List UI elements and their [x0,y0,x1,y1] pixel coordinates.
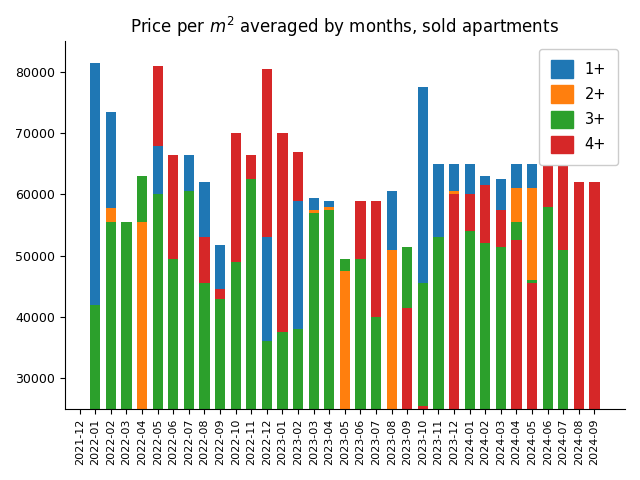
Bar [324,207,334,409]
Title: Price per $m^2$ averaged by months, sold apartments: Price per $m^2$ averaged by months, sold… [131,15,559,39]
Bar [558,164,568,409]
Bar [387,250,397,409]
Bar [308,198,319,409]
Bar [433,237,444,409]
Bar [449,194,459,409]
Bar [387,192,397,409]
Bar [200,182,209,409]
Bar [215,299,225,409]
Bar [480,176,490,409]
Bar [371,201,381,409]
Bar [106,112,116,409]
Bar [277,133,287,409]
Bar [449,192,459,409]
Bar [449,164,459,409]
Bar [215,289,225,409]
Bar [418,406,428,409]
Bar [355,201,365,409]
Bar [230,133,241,409]
Bar [262,341,272,409]
Bar [496,247,506,409]
Bar [308,213,319,409]
Bar [402,308,412,409]
Bar [543,207,553,409]
Bar [184,155,194,409]
Bar [402,247,412,409]
Bar [152,194,163,409]
Legend: 1+, 2+, 3+, 4+: 1+, 2+, 3+, 4+ [540,49,618,165]
Bar [418,283,428,409]
Bar [277,332,287,409]
Bar [543,99,553,409]
Bar [527,188,537,409]
Bar [465,194,475,409]
Bar [137,176,147,409]
Bar [262,237,272,409]
Bar [293,152,303,409]
Bar [496,179,506,409]
Bar [168,259,179,409]
Bar [152,145,163,409]
Bar [293,201,303,409]
Bar [308,210,319,409]
Bar [324,210,334,409]
Bar [184,192,194,409]
Bar [589,182,600,409]
Bar [480,243,490,409]
Bar [371,317,381,409]
Bar [574,182,584,409]
Bar [402,247,412,409]
Bar [449,194,459,409]
Bar [511,240,522,409]
Bar [122,222,132,409]
Bar [527,164,537,409]
Bar [418,87,428,409]
Bar [496,210,506,409]
Bar [137,176,147,409]
Bar [324,201,334,409]
Bar [246,155,257,409]
Bar [465,231,475,409]
Bar [246,179,257,409]
Bar [200,283,209,409]
Bar [558,250,568,409]
Bar [293,329,303,409]
Bar [355,201,365,409]
Bar [90,305,100,409]
Bar [511,188,522,409]
Bar [262,69,272,409]
Bar [215,245,225,409]
Bar [340,259,350,409]
Bar [168,155,179,409]
Bar [230,262,241,409]
Bar [340,271,350,409]
Bar [543,164,553,409]
Bar [511,222,522,409]
Bar [106,222,116,409]
Bar [433,164,444,409]
Bar [90,63,100,409]
Bar [137,222,147,409]
Bar [527,280,537,409]
Bar [122,222,132,409]
Bar [465,164,475,409]
Bar [355,259,365,409]
Bar [480,185,490,409]
Bar [246,179,257,409]
Bar [200,237,209,409]
Bar [527,283,537,409]
Bar [152,66,163,409]
Bar [106,208,116,409]
Bar [511,164,522,409]
